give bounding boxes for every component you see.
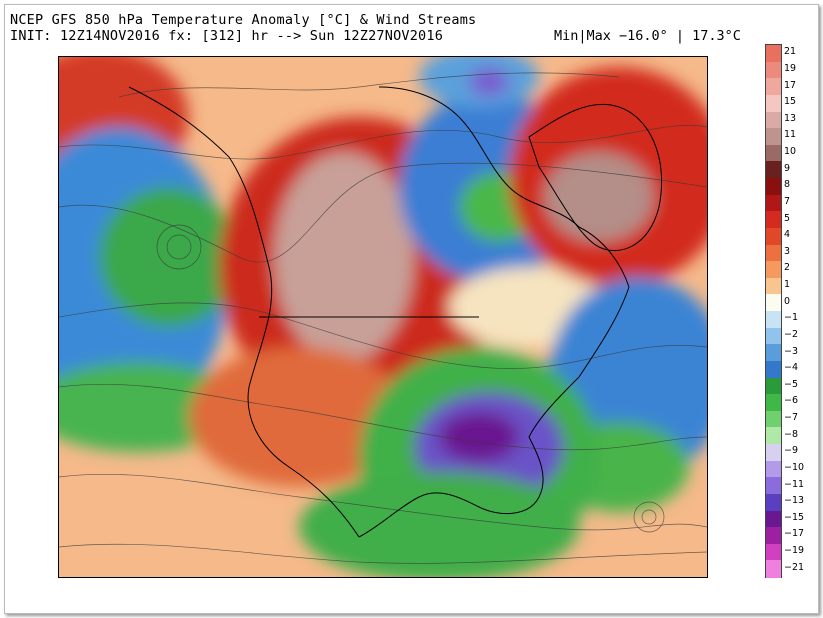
- colorbar-tick-label: −9: [784, 445, 799, 457]
- colorbar-tick-label: 2: [784, 262, 791, 274]
- wind-streamlines: [59, 72, 707, 564]
- anomaly-extreme-cold-gulf: [439, 412, 519, 462]
- colorbar-swatch: [766, 45, 781, 63]
- colorbar-tick-label: −5: [784, 378, 799, 390]
- colorbar-tick-label: 5: [784, 212, 791, 224]
- colorbar-swatch: [766, 510, 781, 528]
- colorbar-swatch: [766, 344, 781, 362]
- anomaly-warm-western-us: [189, 347, 409, 487]
- colorbar-tick-label: −1: [784, 312, 799, 324]
- colorbar-tick-label: −15: [784, 511, 805, 523]
- colorbar-swatch: [766, 94, 781, 112]
- init-forecast-line: INIT: 12Z14NOV2016 fx: [312] hr --> Sun …: [10, 28, 444, 44]
- colorbar: [765, 44, 782, 578]
- colorbar-swatch: [766, 444, 781, 462]
- colorbar-tick-label: 13: [784, 112, 797, 124]
- colorbar-tick-label: −3: [784, 345, 799, 357]
- colorbar-swatch: [766, 377, 781, 395]
- colorbar-tick-label: −13: [784, 495, 805, 507]
- colorbar-tick-label: −6: [784, 395, 799, 407]
- colorbar-tick-label: 0: [784, 295, 791, 307]
- colorbar-tick-label: −7: [784, 412, 799, 424]
- colorbar-swatch: [766, 477, 781, 495]
- colorbar-tick-label: 7: [784, 195, 791, 207]
- colorbar-tick-label: 9: [784, 162, 791, 174]
- colorbar-tick-label: 17: [784, 79, 797, 91]
- colorbar-tick-label: −2: [784, 328, 799, 340]
- colorbar-swatch: [766, 78, 781, 96]
- colorbar-tick-label: 10: [784, 146, 797, 158]
- colorbar-tick-label: −19: [784, 545, 805, 557]
- min-max-readout: Min|Max −16.0° | 17.3°C: [554, 28, 741, 44]
- colorbar-tick-label: 8: [784, 179, 791, 191]
- anomaly-map: [58, 56, 708, 578]
- colorbar-swatch: [766, 194, 781, 212]
- anomaly-green-pacific-gyre: [99, 187, 239, 327]
- colorbar-tick-label: 19: [784, 62, 797, 74]
- colorbar-swatch: [766, 394, 781, 412]
- colorbar-tick-label: 15: [784, 96, 797, 108]
- colorbar-swatch: [766, 61, 781, 79]
- colorbar-tick-label: −4: [784, 362, 799, 374]
- colorbar-swatch: [766, 527, 781, 545]
- colorbar-swatch: [766, 211, 781, 229]
- colorbar-swatch: [766, 460, 781, 478]
- anomaly-cool-mexico: [299, 472, 579, 577]
- colorbar-tick-label: −21: [784, 561, 805, 573]
- colorbar-swatch: [766, 410, 781, 428]
- colorbar-tick-label: 11: [784, 129, 797, 141]
- colorbar-swatch: [766, 244, 781, 262]
- colorbar-tick-label: −8: [784, 428, 799, 440]
- colorbar-swatch: [766, 493, 781, 511]
- anomaly-extreme-warm-canada: [274, 152, 414, 362]
- colorbar-swatch: [766, 227, 781, 245]
- colorbar-swatch: [766, 327, 781, 345]
- colorbar-swatch: [766, 277, 781, 295]
- colorbar-swatch: [766, 560, 781, 578]
- colorbar-tick-label: −11: [784, 478, 805, 490]
- anomaly-cold-arctic-patch: [469, 68, 509, 96]
- colorbar-tick-label: 3: [784, 245, 791, 257]
- colorbar-tick-label: 21: [784, 46, 797, 58]
- colorbar-swatch: [766, 261, 781, 279]
- colorbar-swatch: [766, 161, 781, 179]
- colorbar-tick-label: −10: [784, 461, 805, 473]
- chart-title: NCEP GFS 850 hPa Temperature Anomaly [°C…: [10, 12, 477, 28]
- colorbar-swatch: [766, 128, 781, 146]
- colorbar-swatch: [766, 111, 781, 129]
- colorbar-swatch: [766, 543, 781, 561]
- colorbar-tick-label: −17: [784, 528, 805, 540]
- colorbar-swatch: [766, 360, 781, 378]
- anomaly-extreme-warm-greenland: [544, 152, 654, 242]
- colorbar-swatch: [766, 427, 781, 445]
- colorbar-swatch: [766, 178, 781, 196]
- coastlines-borders: [128, 86, 663, 538]
- colorbar-swatch: [766, 144, 781, 162]
- colorbar-swatch: [766, 294, 781, 312]
- colorbar-tick-label: 4: [784, 229, 791, 241]
- colorbar-swatch: [766, 311, 781, 329]
- colorbar-tick-label: 1: [784, 279, 791, 291]
